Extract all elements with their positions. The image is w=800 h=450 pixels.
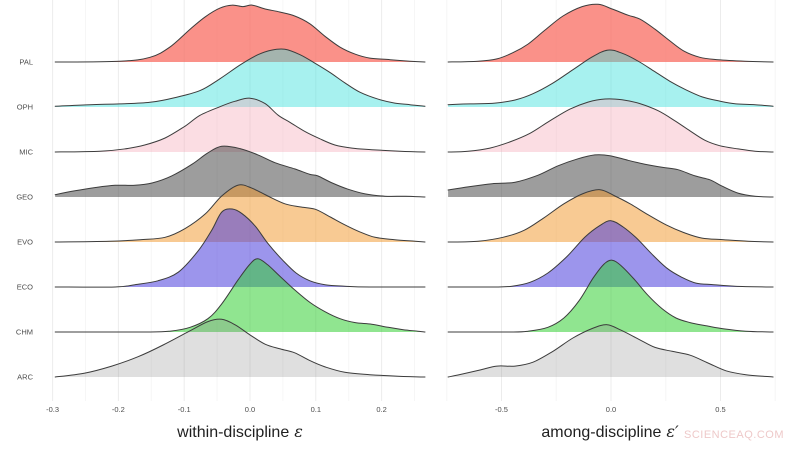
y-axis-label-evo: EVO (17, 238, 33, 247)
ridge-line-left-mic (54, 97, 426, 153)
y-axis-label-mic: MIC (19, 148, 33, 157)
ridge-fill-right-evo (448, 189, 774, 242)
x-tick-label-left: -0.1 (178, 405, 191, 414)
ridge-fill-left-chm (55, 258, 425, 333)
ridge-line-right-chm (447, 259, 774, 333)
x-tick-label-left: -0.2 (112, 405, 125, 414)
y-axis-label-pal: PAL (19, 58, 33, 67)
ridge-line-right-eco (447, 220, 774, 288)
ridge-line-left-arc (54, 318, 426, 378)
x-tick-label-right: 0.5 (715, 405, 725, 414)
watermark: SCIENCEAQ.COM (684, 429, 785, 441)
ridge-line-left-evo (54, 184, 426, 243)
ridge-line-right-pal (447, 3, 774, 63)
epsilon-symbol: ε (294, 422, 303, 441)
ridge-line-left-pal (54, 4, 426, 63)
ridge-fill-right-chm (448, 260, 774, 333)
x-axis-title-left: within-discipline ε (177, 422, 303, 442)
ridge-fill-right-pal (448, 4, 774, 63)
x-axis-title-left-text: within-discipline (177, 424, 290, 441)
ridge-fill-right-eco (448, 220, 774, 288)
ridge-line-left-geo (54, 145, 426, 198)
ridge-line-right-arc (447, 324, 774, 378)
ridge-fill-left-arc (55, 319, 425, 377)
ridge-fill-left-mic (55, 98, 425, 152)
y-axis-label-oph: OPH (17, 103, 33, 112)
ridge-line-left-oph (54, 48, 426, 107)
y-axis-label-eco: ECO (17, 283, 33, 292)
ridge-fill-left-eco (55, 208, 425, 288)
ridge-line-right-geo (447, 154, 774, 198)
x-axis-title-right-text: among-discipline (541, 424, 662, 441)
y-axis-label-geo: GEO (16, 193, 33, 202)
x-tick-label-right: -0.5 (495, 405, 508, 414)
x-axis-title-right: among-discipline ε′ (541, 422, 678, 442)
y-axis-label-arc: ARC (17, 373, 33, 382)
ridge-fill-right-arc (448, 324, 774, 377)
x-tick-label-left: 0.0 (245, 405, 255, 414)
x-tick-label-left: 0.1 (311, 405, 321, 414)
ridge-line-right-oph (447, 49, 774, 107)
ridge-line-right-evo (447, 189, 774, 243)
ridge-line-right-mic (447, 98, 774, 153)
ridge-fill-left-oph (55, 48, 425, 107)
ridge-fill-left-pal (55, 5, 425, 63)
y-axis-label-chm: CHM (16, 328, 33, 337)
ridge-line-left-eco (54, 208, 426, 288)
x-tick-label-left: 0.2 (376, 405, 386, 414)
x-tick-label-left: -0.3 (46, 405, 59, 414)
ridge-line-left-chm (54, 258, 426, 333)
epsilon-prime-symbol: ε′ (666, 422, 679, 441)
ridge-fill-right-mic (448, 98, 774, 152)
ridge-fill-right-geo (448, 154, 774, 197)
x-tick-label-right: 0.0 (606, 405, 616, 414)
